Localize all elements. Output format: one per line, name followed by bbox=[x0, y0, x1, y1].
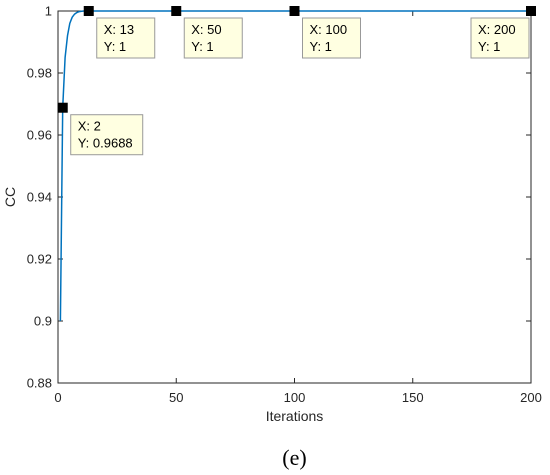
datatip[interactable]: X: 100 Y: 1 bbox=[289, 6, 361, 59]
datatip[interactable]: X: 13 Y: 1 bbox=[83, 6, 156, 59]
datatip-x-label: X: 2 bbox=[78, 119, 101, 134]
datatips: X: 2 Y: 0.9688 X: 13 Y: 1 X: 50 Y: 1 X: 100 Y: … bbox=[57, 6, 536, 156]
x-tick-label: 150 bbox=[402, 390, 424, 405]
datatip-marker[interactable] bbox=[526, 6, 536, 16]
y-tick-label: 0.96 bbox=[27, 128, 52, 143]
datatip-x-label: X: 13 bbox=[104, 22, 134, 37]
y-tick-label: 0.94 bbox=[27, 190, 52, 205]
datatip-y-label: Y: 1 bbox=[191, 39, 213, 54]
datatip-x-label: X: 200 bbox=[478, 22, 516, 37]
datatip-y-label: Y: 1 bbox=[104, 39, 126, 54]
cc-series-line bbox=[59, 10, 531, 322]
datatip-box bbox=[96, 17, 156, 59]
y-tick-label: 0.9 bbox=[34, 314, 52, 329]
x-axis-label: Iterations bbox=[266, 408, 324, 424]
datatip-marker[interactable] bbox=[57, 102, 68, 113]
datatip-box bbox=[183, 17, 243, 59]
x-tick-label: 0 bbox=[54, 390, 61, 405]
datatip-x-label: X: 50 bbox=[191, 22, 221, 37]
datatip-box bbox=[470, 17, 530, 59]
panel-label: (e) bbox=[282, 445, 306, 470]
datatip-box bbox=[302, 17, 361, 59]
x-tick-label: 200 bbox=[520, 390, 542, 405]
datatip-marker[interactable] bbox=[83, 6, 94, 16]
y-tick-label: 0.98 bbox=[27, 66, 52, 81]
datatip[interactable]: X: 2 Y: 0.9688 bbox=[57, 102, 144, 156]
datatip-y-label: Y: 1 bbox=[478, 39, 500, 54]
y-tick-label: 0.92 bbox=[27, 252, 52, 267]
data-series bbox=[59, 10, 531, 322]
y-tick-label: 0.88 bbox=[27, 376, 52, 391]
y-tick-label: 1 bbox=[45, 4, 52, 19]
datatip-y-label: Y: 1 bbox=[310, 39, 332, 54]
x-tick-label: 100 bbox=[284, 390, 306, 405]
axis-ticks: 0 50 100 150 200 0.88 0.9 0.92 0.94 0.96 0.98 1 bbox=[27, 4, 542, 406]
datatip-x-label: X: 100 bbox=[310, 22, 348, 37]
datatip-box bbox=[70, 114, 144, 156]
datatip-marker[interactable] bbox=[171, 6, 182, 16]
y-axis-label: CC bbox=[2, 187, 18, 207]
datatip-marker[interactable] bbox=[289, 6, 300, 16]
datatip[interactable]: X: 200 Y: 1 bbox=[470, 6, 536, 59]
datatip[interactable]: X: 50 Y: 1 bbox=[171, 6, 243, 59]
datatip-y-label: Y: 0.9688 bbox=[78, 136, 133, 151]
plot-area bbox=[57, 10, 532, 384]
x-tick-label: 50 bbox=[169, 390, 183, 405]
